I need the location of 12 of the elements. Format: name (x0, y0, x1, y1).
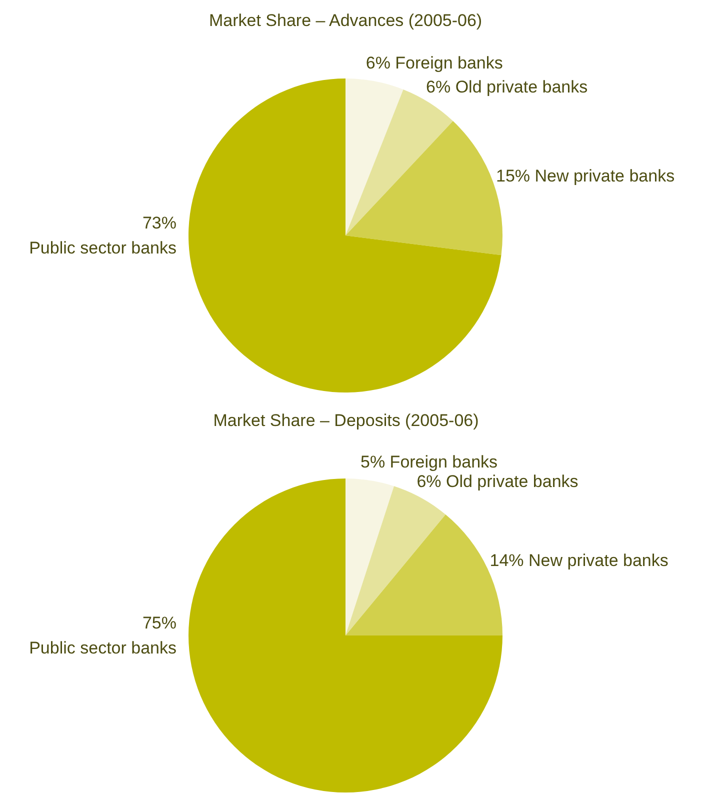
slice-label: Public sector banks (29, 238, 176, 258)
slice-label: 5% Foreign banks (360, 452, 498, 472)
chart-title: Market Share – Deposits (2005-06) (213, 411, 479, 430)
data-label: 75% (142, 614, 177, 633)
slice-label: 14% New private banks (490, 551, 668, 570)
slice-label: 6% Old private banks (426, 78, 588, 97)
slice-label: Public sector banks (29, 638, 176, 658)
data-label: 73% (142, 214, 177, 233)
slice-label: 6% Foreign banks (366, 53, 503, 72)
slice-label: 6% Old private banks (416, 472, 578, 491)
chart-title: Market Share – Advances (2005-06) (208, 11, 482, 30)
slice-label: 15% New private banks (496, 166, 675, 186)
